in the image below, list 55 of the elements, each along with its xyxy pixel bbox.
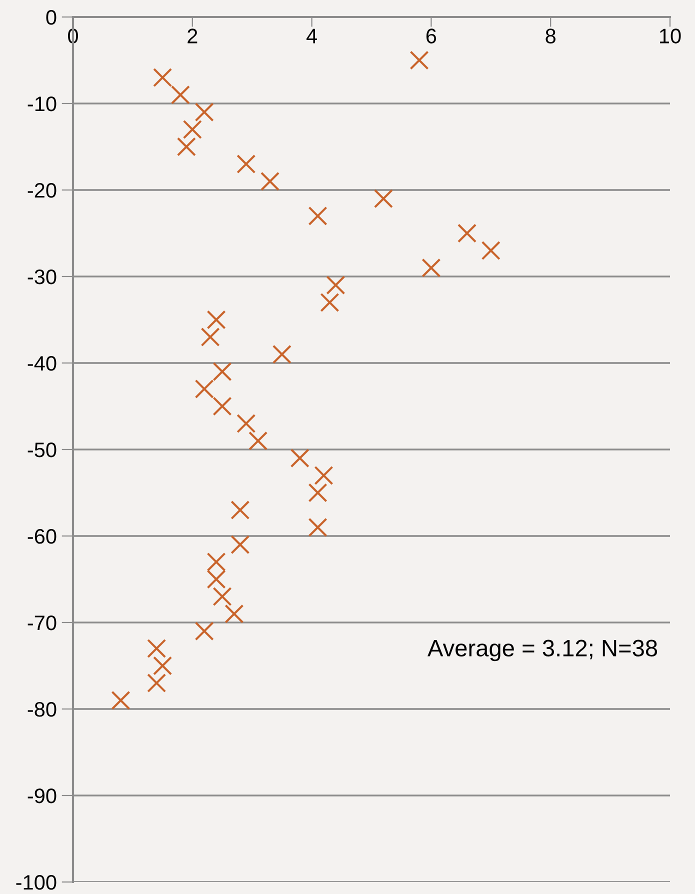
point bbox=[236, 154, 256, 174]
point bbox=[314, 466, 334, 485]
x-tick-label: 8 bbox=[546, 28, 556, 44]
point bbox=[153, 68, 172, 88]
point bbox=[236, 414, 256, 434]
point bbox=[200, 328, 220, 347]
point bbox=[374, 189, 393, 208]
point bbox=[153, 656, 172, 676]
point bbox=[147, 674, 166, 693]
point bbox=[320, 292, 340, 312]
x-tick-label: 6 bbox=[426, 28, 436, 44]
point bbox=[212, 587, 232, 606]
point bbox=[206, 552, 226, 572]
x-tick-label: 10 bbox=[660, 28, 681, 44]
point bbox=[206, 310, 226, 330]
point bbox=[308, 483, 328, 502]
point bbox=[170, 85, 190, 104]
point bbox=[194, 379, 214, 398]
y-tick-label: 0 bbox=[46, 10, 56, 25]
y-tick-label: -20 bbox=[28, 183, 56, 198]
point bbox=[481, 241, 500, 260]
x-tick-label: 2 bbox=[188, 28, 198, 44]
point bbox=[147, 638, 166, 658]
y-tick-label: -80 bbox=[28, 702, 56, 717]
y-tick-label: -30 bbox=[28, 270, 56, 284]
y-tick-label: -50 bbox=[28, 442, 56, 458]
point bbox=[194, 622, 214, 641]
point bbox=[410, 50, 429, 70]
point bbox=[182, 120, 202, 139]
y-tick-label: -10 bbox=[28, 96, 56, 112]
y-tick-label: -40 bbox=[28, 356, 56, 371]
point bbox=[260, 172, 280, 191]
point bbox=[272, 344, 292, 364]
point bbox=[308, 518, 328, 537]
y-tick-label: -60 bbox=[28, 529, 56, 544]
point bbox=[212, 362, 232, 382]
annotation: Average = 3.12; N=38 bbox=[428, 640, 658, 662]
point bbox=[111, 690, 130, 710]
point bbox=[422, 258, 441, 278]
y-tick-label: -70 bbox=[28, 616, 56, 630]
y-tick-label: -90 bbox=[28, 788, 56, 804]
x-tick-label: 4 bbox=[306, 28, 317, 44]
point bbox=[230, 535, 250, 554]
point bbox=[248, 431, 268, 450]
point bbox=[230, 500, 250, 520]
point bbox=[224, 604, 244, 624]
point bbox=[457, 224, 477, 243]
point bbox=[308, 206, 328, 226]
point bbox=[176, 137, 196, 156]
point bbox=[194, 102, 214, 122]
y-tick-label: -100 bbox=[16, 875, 56, 890]
point bbox=[290, 448, 310, 468]
point bbox=[326, 276, 346, 295]
point bbox=[206, 570, 226, 589]
point bbox=[212, 396, 232, 416]
